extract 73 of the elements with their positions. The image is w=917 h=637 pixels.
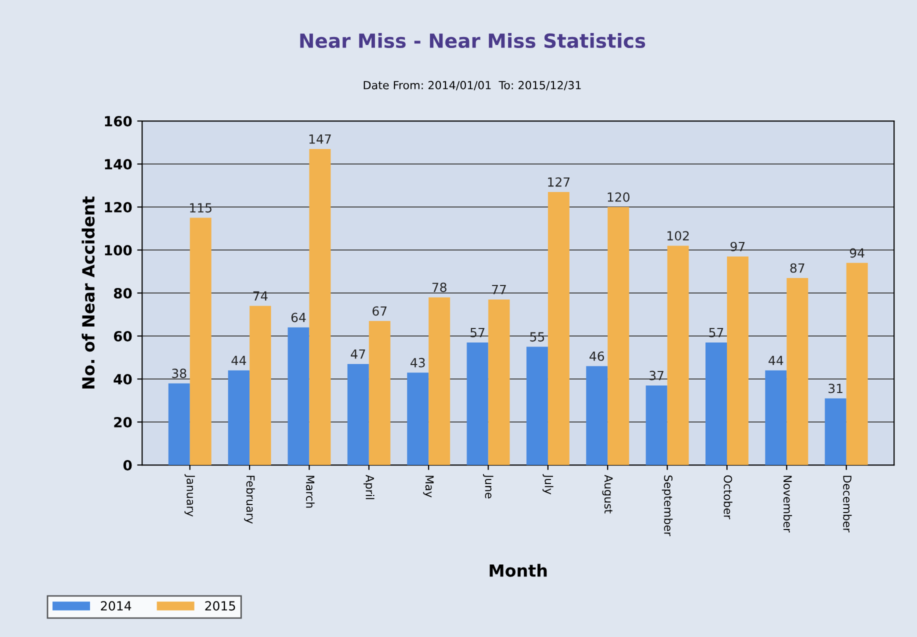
bar: [608, 207, 630, 466]
bar: [228, 370, 250, 466]
data-label: 94: [850, 248, 864, 258]
bar: [765, 370, 787, 466]
data-label: 102: [667, 231, 689, 241]
data-label: 78: [432, 282, 446, 292]
bar: [667, 246, 689, 466]
y-tick-label: 120: [104, 202, 132, 212]
y-tick-label: 20: [114, 416, 132, 428]
bar: [786, 278, 808, 466]
bar: [190, 218, 212, 466]
data-label: 57: [470, 328, 484, 338]
x-tick-label: January: [184, 474, 195, 517]
data-label: 77: [492, 284, 506, 294]
chart-subtitle: Date From: 2014/01/01 To: 2015/12/31: [364, 80, 581, 90]
x-tick-label: July: [542, 474, 554, 494]
data-label: 87: [790, 263, 804, 273]
y-tick-label: 60: [114, 330, 132, 342]
bar: [347, 364, 369, 466]
y-tick-label: 100: [104, 244, 132, 256]
bar: [368, 320, 390, 466]
bar: [586, 366, 608, 466]
data-label: 37: [650, 370, 664, 380]
x-tick-label: June: [482, 474, 494, 498]
data-label: 67: [372, 306, 387, 316]
bar: [288, 327, 310, 466]
bar: [428, 297, 450, 466]
bar: [488, 299, 510, 466]
y-tick-label: 80: [114, 288, 132, 298]
bar: [407, 372, 429, 466]
data-label: 97: [730, 242, 745, 252]
legend-label: 2014: [100, 601, 132, 611]
legend-label: 2015: [205, 601, 236, 611]
x-tick-label: February: [244, 476, 255, 524]
chart-title: Near Miss - Near Miss Statistics: [300, 33, 646, 48]
y-tick-label: 160: [104, 116, 132, 127]
x-tick-label: October: [724, 475, 732, 520]
data-label: 47: [350, 349, 366, 359]
x-tick-label: September: [662, 475, 673, 536]
y-axis-title: No. of Near Accident: [82, 196, 95, 388]
bar: [168, 383, 190, 466]
y-tick-label: 0: [123, 460, 132, 470]
data-label: 44: [231, 356, 246, 366]
x-axis-title: Month: [490, 564, 547, 577]
data-label: 44: [768, 356, 784, 366]
bar: [726, 256, 748, 466]
data-label: 120: [608, 192, 630, 202]
x-tick-label: March: [306, 476, 315, 508]
x-tick-label: November: [783, 476, 792, 533]
bar: [824, 398, 846, 466]
data-label: 57: [709, 328, 724, 338]
y-tick-label: 140: [104, 158, 132, 170]
data-label: 43: [410, 358, 425, 368]
data-label: 38: [172, 368, 186, 378]
bar: [466, 342, 488, 466]
data-label: 127: [548, 177, 570, 187]
data-label: 31: [828, 384, 842, 394]
data-label: 46: [590, 351, 604, 361]
data-label: 64: [291, 312, 306, 322]
x-tick-label: December: [843, 476, 852, 532]
bar: [548, 192, 570, 466]
bar: [846, 262, 868, 466]
y-tick-label: 40: [114, 374, 132, 384]
bar: [309, 148, 331, 466]
x-tick-label: April: [364, 474, 374, 500]
bar: [705, 342, 727, 466]
x-tick-label: May: [423, 476, 434, 498]
data-label: 74: [253, 291, 268, 301]
data-label: 147: [309, 134, 331, 144]
bar: [250, 306, 272, 466]
bar: [646, 385, 668, 466]
bar: [526, 346, 548, 466]
x-tick-label: August: [602, 474, 613, 514]
